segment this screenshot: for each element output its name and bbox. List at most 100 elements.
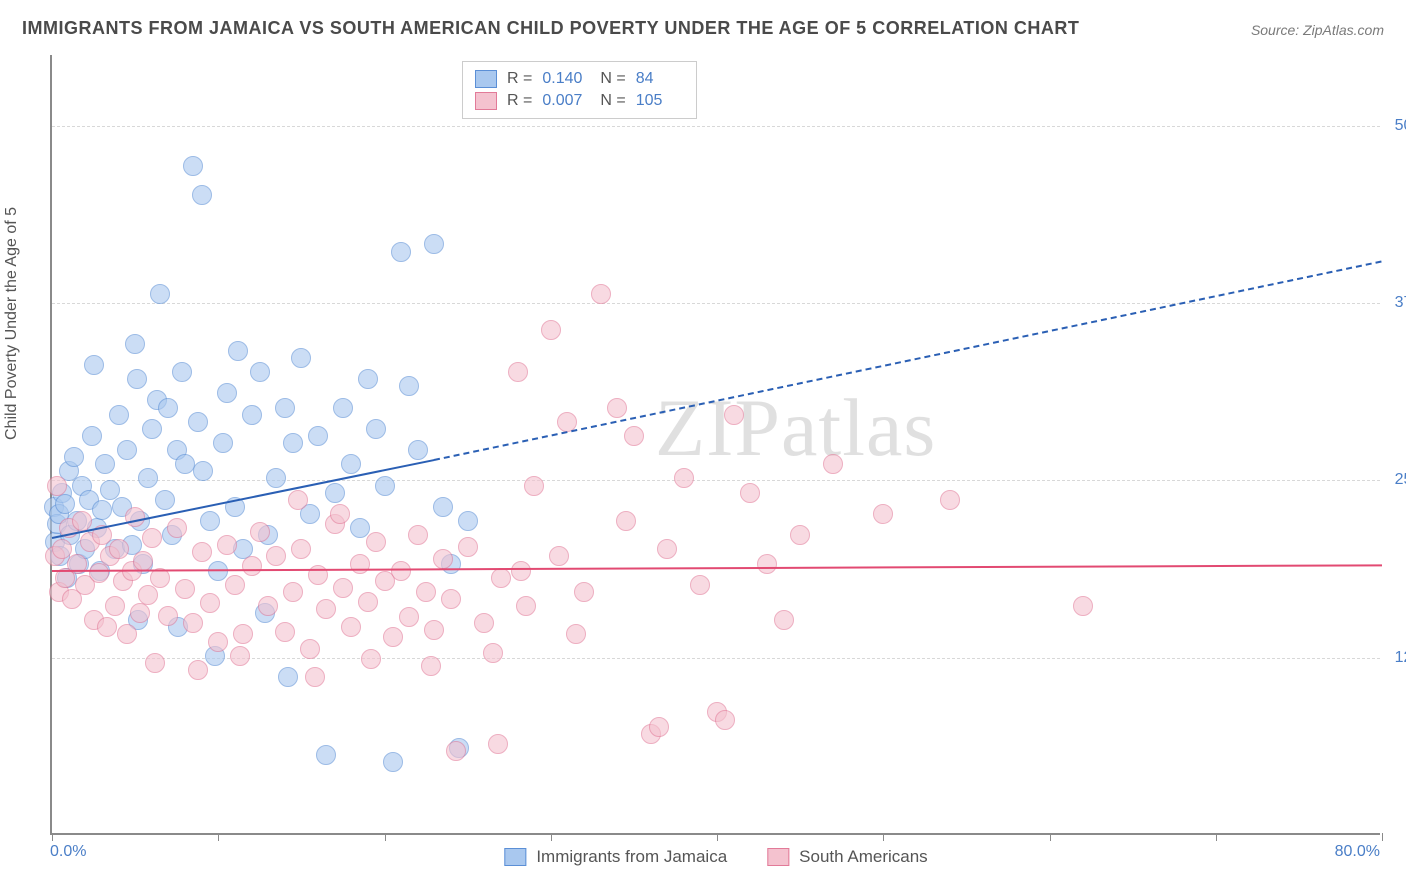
data-point [358, 369, 378, 389]
data-point [424, 620, 444, 640]
data-point [127, 369, 147, 389]
data-point [105, 596, 125, 616]
legend-item-jamaica: Immigrants from Jamaica [504, 847, 727, 867]
data-point [366, 419, 386, 439]
legend-row-jamaica: R = 0.140 N = 84 [475, 68, 684, 90]
data-point [757, 554, 777, 574]
legend-n-label: N = [600, 70, 625, 88]
data-point [158, 398, 178, 418]
data-point [657, 539, 677, 559]
data-point [92, 500, 112, 520]
data-point [441, 589, 461, 609]
data-point [250, 362, 270, 382]
data-point [446, 741, 466, 761]
legend-label-jamaica: Immigrants from Jamaica [536, 847, 727, 867]
series-legend: Immigrants from Jamaica South Americans [504, 847, 927, 867]
x-tick [551, 833, 552, 841]
x-tick [218, 833, 219, 841]
data-point [291, 348, 311, 368]
data-point [183, 156, 203, 176]
y-tick-label: 12.5% [1388, 649, 1406, 667]
x-tick [717, 833, 718, 841]
data-point [724, 405, 744, 425]
data-point [188, 660, 208, 680]
data-point [217, 535, 237, 555]
data-point [433, 497, 453, 517]
data-point [213, 433, 233, 453]
data-point [391, 242, 411, 262]
data-point [333, 578, 353, 598]
legend-swatch-sa-bottom [767, 848, 789, 866]
data-point [283, 582, 303, 602]
data-point [383, 752, 403, 772]
data-point [188, 412, 208, 432]
data-point [488, 734, 508, 754]
data-point [84, 355, 104, 375]
data-point [649, 717, 669, 737]
x-tick [1050, 833, 1051, 841]
legend-swatch-jamaica [475, 70, 497, 88]
data-point [474, 613, 494, 633]
data-point [333, 398, 353, 418]
x-axis-min-label: 0.0% [50, 843, 86, 861]
legend-label-sa: South Americans [799, 847, 928, 867]
data-point [208, 632, 228, 652]
x-tick [52, 833, 53, 841]
data-point [715, 710, 735, 730]
data-point [200, 593, 220, 613]
data-point [549, 546, 569, 566]
legend-row-sa: R = 0.007 N = 105 [475, 90, 684, 112]
data-point [740, 483, 760, 503]
correlation-legend: R = 0.140 N = 84 R = 0.007 N = 105 [462, 61, 697, 119]
data-point [230, 646, 250, 666]
legend-r-value-jamaica: 0.140 [542, 70, 590, 88]
data-point [242, 405, 262, 425]
data-point [183, 613, 203, 633]
gridline [52, 480, 1380, 481]
data-point [424, 234, 444, 254]
legend-r-value-sa: 0.007 [542, 92, 590, 110]
data-point [624, 426, 644, 446]
y-axis-label: Child Poverty Under the Age of 5 [3, 207, 21, 440]
y-tick-label: 25.0% [1388, 471, 1406, 489]
data-point [155, 490, 175, 510]
data-point [117, 624, 137, 644]
gridline [52, 126, 1380, 127]
data-point [416, 582, 436, 602]
data-point [258, 596, 278, 616]
data-point [192, 185, 212, 205]
data-point [97, 617, 117, 637]
data-point [574, 582, 594, 602]
trend-line [434, 261, 1382, 462]
data-point [483, 643, 503, 663]
data-point [172, 362, 192, 382]
data-point [458, 537, 478, 557]
data-point [142, 419, 162, 439]
data-point [175, 579, 195, 599]
data-point [366, 532, 386, 552]
data-point [516, 596, 536, 616]
data-point [228, 341, 248, 361]
data-point [117, 440, 137, 460]
data-point [524, 476, 544, 496]
data-point [383, 627, 403, 647]
data-point [408, 525, 428, 545]
data-point [193, 461, 213, 481]
x-tick [1382, 833, 1383, 841]
data-point [591, 284, 611, 304]
data-point [391, 561, 411, 581]
data-point [95, 454, 115, 474]
data-point [316, 745, 336, 765]
data-point [125, 334, 145, 354]
y-tick-label: 50.0% [1388, 117, 1406, 135]
data-point [288, 490, 308, 510]
data-point [72, 511, 92, 531]
data-point [109, 539, 129, 559]
plot-area: ZIPatlas R = 0.140 N = 84 R = 0.007 N = … [50, 55, 1380, 835]
data-point [200, 511, 220, 531]
data-point [350, 518, 370, 538]
data-point [192, 542, 212, 562]
data-point [175, 454, 195, 474]
data-point [358, 592, 378, 612]
data-point [375, 476, 395, 496]
